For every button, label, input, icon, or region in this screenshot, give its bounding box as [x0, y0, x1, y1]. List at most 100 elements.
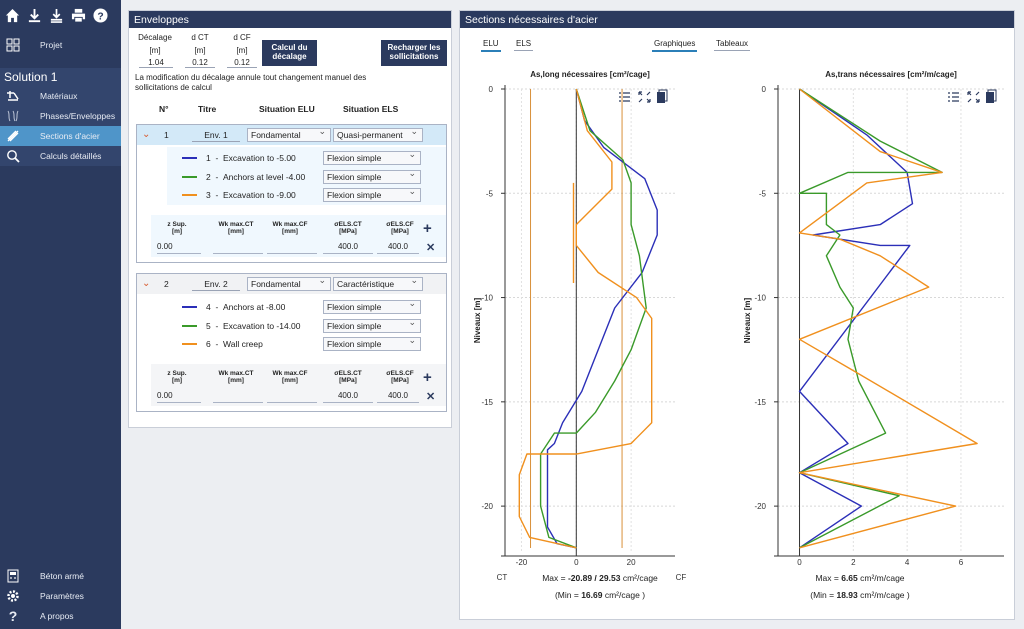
case-row[interactable]: 4 - Anchors at -8.00 [182, 300, 285, 314]
case-1-type-select[interactable]: Flexion simple [323, 149, 421, 165]
zsup-input[interactable]: 0.00 [157, 242, 201, 254]
top-toolbar: ? [0, 0, 121, 30]
view-tableaux[interactable]: Tableaux [714, 39, 751, 51]
wkcf-input[interactable] [267, 242, 317, 254]
wkct-input[interactable] [213, 242, 263, 254]
x-tick-label: 0 [574, 558, 579, 567]
group-1-titre[interactable]: Env. 1 [192, 128, 240, 142]
solution-header[interactable]: Solution 1 [0, 68, 121, 86]
x-tick-label: -20 [516, 558, 528, 567]
collapse-chevron-icon[interactable]: ⌄ [142, 129, 151, 140]
case-2-type-select[interactable]: Flexion simple [323, 168, 421, 184]
hdr-wkcf: Wk max.CF [mm] [272, 370, 308, 385]
recharger-sollicitations-button[interactable]: Recharger les sollicitations [381, 40, 447, 66]
help-icon[interactable]: ? [92, 7, 109, 24]
group-2-titre[interactable]: Env. 2 [192, 277, 240, 291]
download-icon[interactable] [26, 7, 43, 24]
sigma-cf-input[interactable]: 400.0 [377, 391, 419, 403]
chart1-title: As,long nécessaires [cm²/cage] [530, 70, 650, 79]
hdr-sigma-ct: σELS.CT [MPa] [334, 370, 362, 385]
case-4-type-select[interactable]: Flexion simple [323, 298, 421, 314]
download-all-icon[interactable] [48, 7, 65, 24]
calcul-decalage-button[interactable]: Calcul du décalage [262, 40, 317, 66]
materials-icon [4, 90, 22, 102]
chart2-title: As,trans nécessaires [cm²/m/cage] [825, 70, 957, 79]
nav-projet-label: Projet [40, 40, 63, 50]
group-2-els-select[interactable]: Caractéristique [333, 275, 423, 291]
col-titre: Titre [198, 104, 217, 114]
ct-label: CT [497, 573, 508, 582]
hdr-wkcf: Wk max.CF [mm] [272, 221, 308, 236]
case-row[interactable]: 3 - Excavation to -9.00 [182, 188, 296, 202]
enveloppes-panel: Enveloppes Décalage [m] 1.04 d CT [m] 0.… [128, 10, 452, 428]
case-row[interactable]: 2 - Anchors at level -4.00 [182, 170, 305, 184]
delete-row-icon[interactable]: ✕ [426, 391, 436, 403]
case-row[interactable]: 1 - Excavation to -5.00 [182, 151, 296, 165]
view-graphiques[interactable]: Graphiques [652, 39, 698, 52]
series-line-3 [798, 88, 978, 549]
series-line-3 [518, 88, 653, 549]
sections-panel: Sections nécessaires d'acier ELU ELS Gra… [459, 10, 1015, 620]
copy-icon-back [658, 89, 668, 102]
add-row-icon[interactable]: + [423, 220, 432, 237]
case-5-type-select[interactable]: Flexion simple [323, 317, 421, 333]
tab-elu[interactable]: ELU [481, 39, 501, 52]
copy-icon [657, 92, 665, 103]
nav-apropos[interactable]: ? A propos [0, 606, 121, 626]
group-1-els-select[interactable]: Quasi-permanent [333, 126, 423, 142]
gear-icon [4, 589, 22, 603]
case-6-type-select[interactable]: Flexion simple [323, 335, 421, 351]
dct-input[interactable]: 0.12 [185, 58, 215, 68]
hdr-zsup: z Sup. [m] [167, 370, 187, 385]
nav-materiaux[interactable]: Matériaux [0, 86, 121, 106]
nav-sections-acier[interactable]: Sections d'acier [0, 126, 121, 146]
zsup-input[interactable]: 0.00 [157, 391, 201, 403]
svg-text:?: ? [97, 11, 103, 22]
y-tick-label: -20 [481, 502, 493, 511]
x-tick-label: 2 [851, 558, 856, 567]
y-tick-label: -20 [754, 502, 766, 511]
blue-line-swatch [182, 157, 197, 159]
case-row[interactable]: 5 - Excavation to -14.00 [182, 319, 301, 333]
add-row-icon[interactable]: + [423, 369, 432, 386]
nav-beton-arme[interactable]: Béton armé [0, 566, 121, 586]
orange-line-swatch [182, 194, 197, 196]
green-line-swatch [182, 325, 197, 327]
dcf-input[interactable]: 0.12 [227, 58, 257, 68]
x-tick-label: 0 [797, 558, 802, 567]
nav-calculs[interactable]: Calculs détaillés [0, 146, 121, 166]
sidebar: ? Projet Solution 1 Matériaux Phases/Env… [0, 0, 121, 629]
nav-projet[interactable]: Projet [0, 32, 121, 58]
chart1-min-summary: (Min = 16.69 cm²/cage ) [554, 590, 646, 600]
group-1-elu-select[interactable]: Fondamental [247, 126, 331, 142]
tab-els[interactable]: ELS [514, 39, 534, 51]
wkct-input[interactable] [213, 391, 263, 403]
x-tick-label: 20 [627, 558, 636, 567]
col-elu: Situation ELU [259, 104, 315, 114]
copy-icon-back [987, 89, 997, 102]
wkcf-input[interactable] [267, 391, 317, 403]
decalage-input[interactable]: 1.04 [139, 58, 173, 68]
sigma-cf-input[interactable]: 400.0 [377, 242, 419, 254]
charts-svg: As,long nécessaires [cm²/cage] 0 -5 -10 -15 -… [473, 70, 1004, 582]
y-tick-label: -5 [486, 189, 494, 198]
envelope-group-2: ⌄ 2 Env. 2 Fondamental Caractéristique 4… [136, 273, 447, 412]
case-row[interactable]: 6 - Wall creep [182, 337, 263, 351]
nav-sections-label: Sections d'acier [40, 131, 100, 141]
y-axis-label: Niveaux [m] [473, 297, 482, 343]
case-3-type-select[interactable]: Flexion simple [323, 186, 421, 202]
collapse-chevron-icon[interactable]: ⌄ [142, 278, 151, 289]
group-2-no: 2 [164, 279, 169, 289]
nav-parametres[interactable]: Paramètres [0, 586, 121, 606]
group-2-elu-select[interactable]: Fondamental [247, 275, 331, 291]
sigma-ct-input[interactable]: 400.0 [323, 242, 373, 254]
dcf-unit: [m] [236, 46, 248, 55]
nav-phases[interactable]: Phases/Enveloppes [0, 106, 121, 126]
home-icon[interactable] [4, 7, 21, 24]
sections-title: Sections nécessaires d'acier [460, 11, 1014, 28]
delete-row-icon[interactable]: ✕ [426, 242, 436, 254]
nav-beton-label: Béton armé [40, 571, 84, 581]
print-icon[interactable] [70, 7, 87, 24]
sigma-ct-input[interactable]: 400.0 [323, 391, 373, 403]
nav-parametres-label: Paramètres [40, 591, 84, 601]
